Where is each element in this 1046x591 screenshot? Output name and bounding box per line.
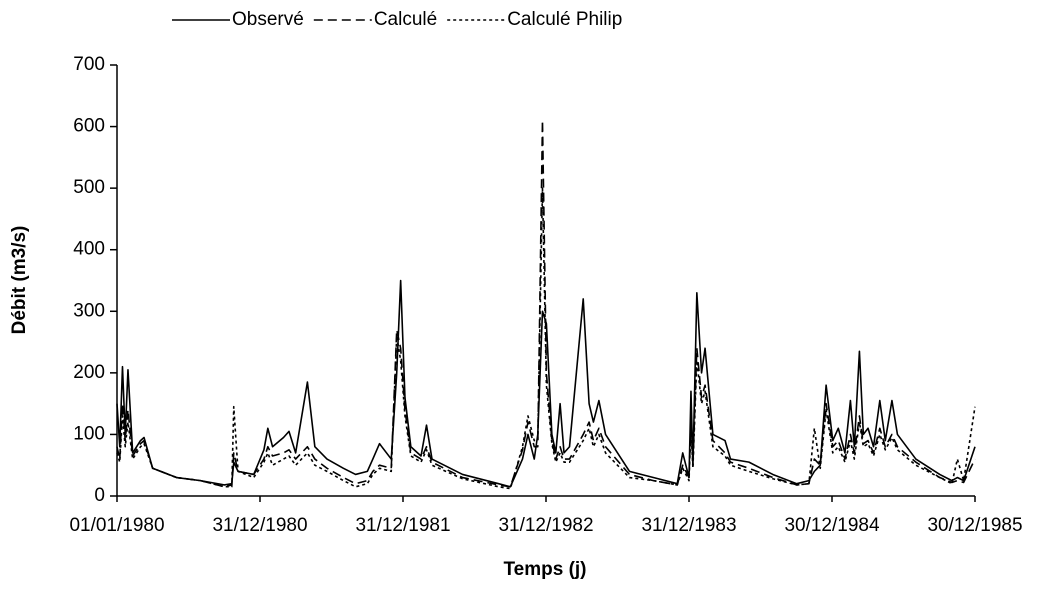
y-tick-label: 100	[73, 423, 105, 444]
y-tick-label: 700	[73, 54, 105, 75]
data-line	[116, 119, 976, 488]
y-tick-label: 600	[73, 116, 105, 137]
x-tick-label: 31/12/1980	[212, 515, 307, 536]
y-tick-label: 500	[73, 177, 105, 198]
y-tick-label: 300	[73, 300, 105, 321]
x-tick-label: 30/12/1984	[784, 515, 880, 536]
y-tick-label: 200	[73, 362, 105, 383]
y-tick-label: 400	[73, 239, 105, 260]
x-axis-title: Temps (j)	[503, 559, 586, 580]
legend-label: Calculé	[374, 9, 437, 30]
data-line	[116, 187, 976, 490]
x-tick-label: 31/12/1982	[498, 515, 593, 536]
x-tick-label: 30/12/1985	[927, 515, 1022, 536]
x-tick-label: 31/12/1983	[641, 515, 736, 536]
legend-label: Observé	[232, 9, 304, 30]
x-tick-label: 31/12/1981	[355, 515, 450, 536]
data-line	[116, 279, 976, 488]
y-tick-label: 0	[94, 485, 105, 506]
y-axis-title: Débit (m3/s)	[9, 226, 30, 335]
x-tick-label: 01/01/1980	[69, 515, 164, 536]
legend-label: Calculé Philip	[507, 9, 622, 30]
